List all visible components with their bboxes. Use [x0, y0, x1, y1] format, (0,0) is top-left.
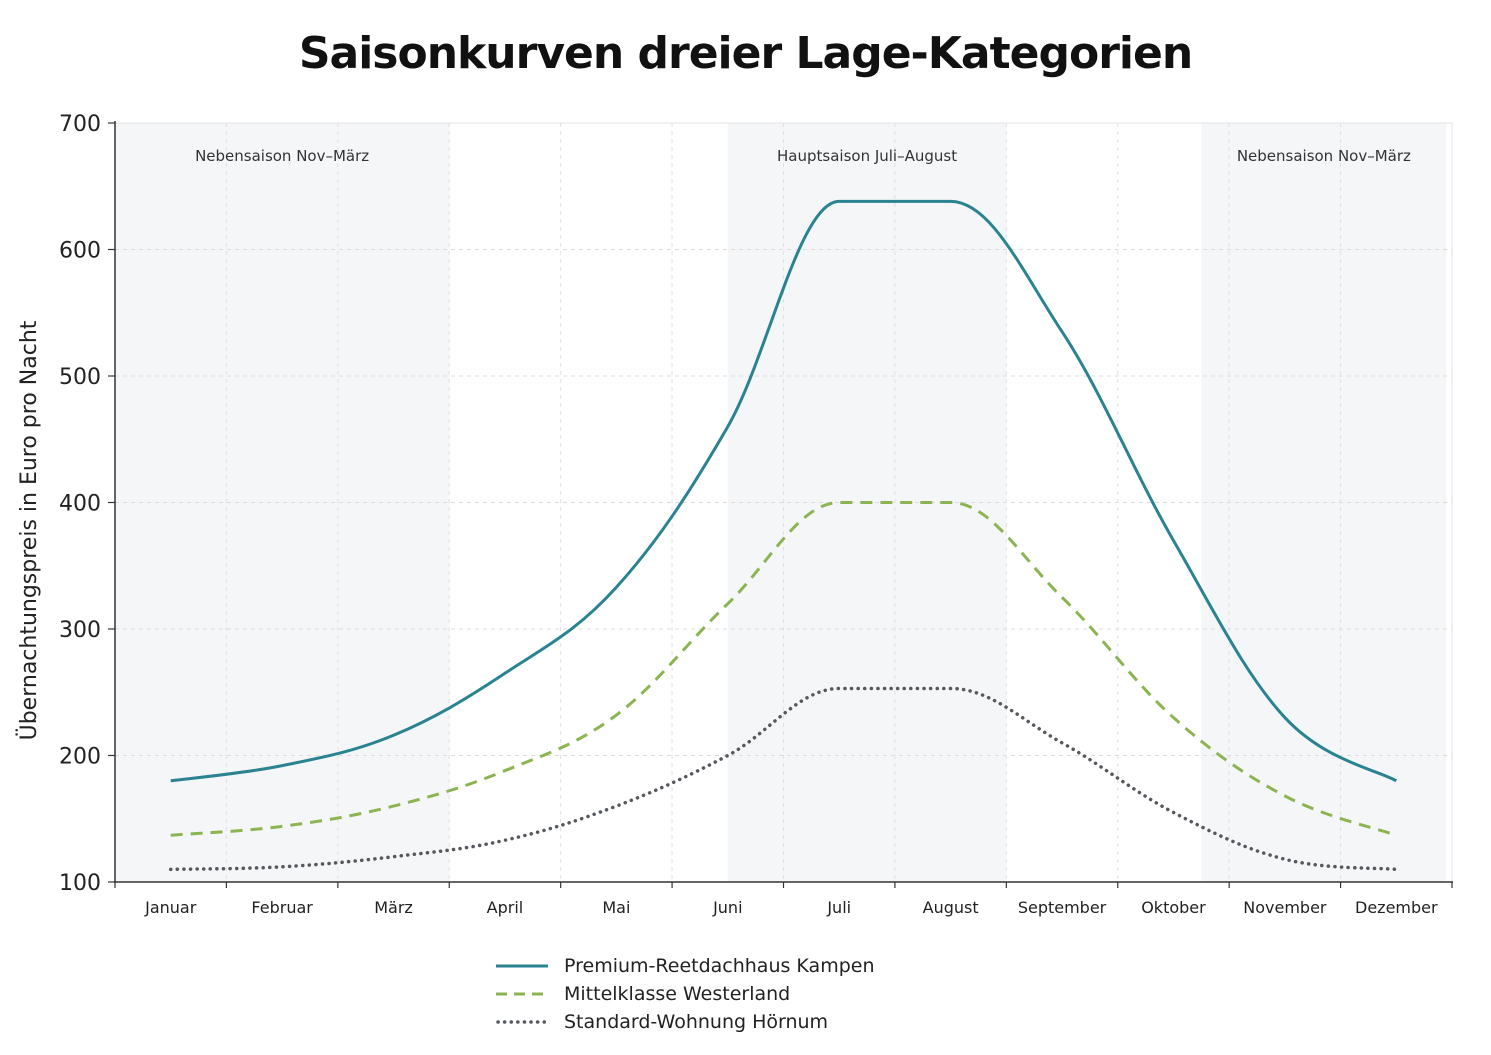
legend-item-mittelklasse: Mittelklasse Westerland — [496, 980, 875, 1008]
y-tick-label: 300 — [59, 618, 101, 643]
x-tick-label: Juli — [826, 898, 851, 917]
y-tick-label: 400 — [59, 492, 101, 517]
season-band-0 — [115, 123, 450, 882]
season-band-label-1: Hauptsaison Juli–August — [777, 147, 957, 165]
x-tick-label: Januar — [144, 898, 197, 917]
y-axis-title: Übernachtungspreis in Euro pro Nacht — [16, 320, 42, 740]
legend-label-mittelklasse: Mittelklasse Westerland — [564, 983, 791, 1005]
x-tick-label: Oktober — [1141, 898, 1206, 917]
y-tick-label: 200 — [59, 745, 101, 770]
series-line-1 — [170, 500, 1397, 837]
y-tick-label: 100 — [59, 871, 101, 896]
legend: Premium-Reetdachhaus Kampen Mittelklasse… — [496, 952, 875, 1036]
legend-item-standard: Standard-Wohnung Hörnum — [496, 1008, 875, 1036]
x-tick-label: Dezember — [1355, 898, 1438, 917]
season-band-label-0: Nebensaison Nov–März — [195, 147, 369, 165]
legend-item-premium: Premium-Reetdachhaus Kampen — [496, 952, 875, 980]
series-line-0 — [170, 199, 1398, 783]
x-tick-label: April — [487, 898, 524, 917]
chart-title: Saisonkurven dreier Lage-Kategorien — [298, 28, 1193, 79]
legend-swatch-standard — [496, 1020, 548, 1024]
x-tick-label: Juni — [712, 898, 742, 917]
x-tick-label: Mai — [602, 898, 630, 917]
line-chart: Nebensaison Nov–März Hauptsaison Juli–Aug… — [16, 112, 1453, 917]
y-tick-label: 500 — [59, 365, 101, 390]
legend-swatch-mittelklasse — [496, 992, 548, 996]
x-tick-label: August — [923, 898, 979, 917]
legend-label-premium: Premium-Reetdachhaus Kampen — [564, 955, 875, 977]
legend-label-standard: Standard-Wohnung Hörnum — [564, 1011, 829, 1033]
season-band-label-2: Nebensaison Nov–März — [1237, 147, 1411, 165]
series-line-2 — [168, 686, 1399, 872]
y-tick-label: 600 — [59, 239, 101, 264]
x-tick-label: März — [374, 898, 413, 917]
x-tick-label: November — [1243, 898, 1327, 917]
legend-swatch-premium — [496, 964, 548, 968]
x-tick-label: Februar — [251, 898, 313, 917]
y-tick-label: 700 — [59, 112, 101, 137]
x-tick-label: September — [1018, 898, 1107, 917]
